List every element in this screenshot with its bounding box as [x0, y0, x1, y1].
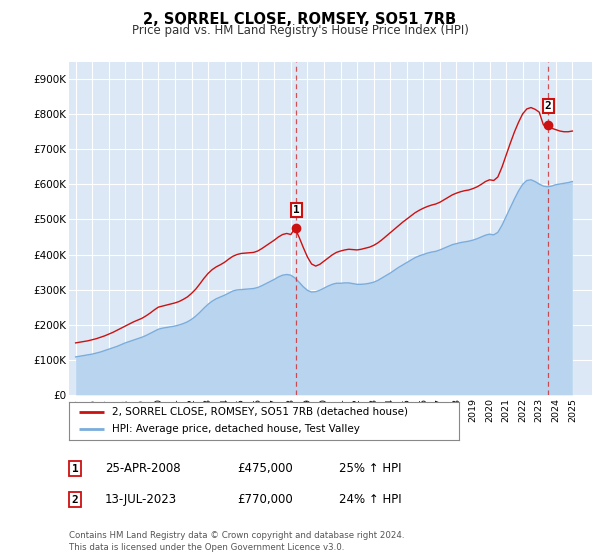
Text: 25% ↑ HPI: 25% ↑ HPI [339, 462, 401, 475]
Text: £770,000: £770,000 [237, 493, 293, 506]
Text: HPI: Average price, detached house, Test Valley: HPI: Average price, detached house, Test… [112, 424, 360, 435]
Text: 1: 1 [71, 464, 79, 474]
Text: Price paid vs. HM Land Registry's House Price Index (HPI): Price paid vs. HM Land Registry's House … [131, 24, 469, 38]
Text: 2, SORREL CLOSE, ROMSEY, SO51 7RB: 2, SORREL CLOSE, ROMSEY, SO51 7RB [143, 12, 457, 26]
Text: 24% ↑ HPI: 24% ↑ HPI [339, 493, 401, 506]
Text: 13-JUL-2023: 13-JUL-2023 [105, 493, 177, 506]
Text: 2: 2 [71, 494, 79, 505]
Text: 1: 1 [293, 205, 299, 215]
Text: 2, SORREL CLOSE, ROMSEY, SO51 7RB (detached house): 2, SORREL CLOSE, ROMSEY, SO51 7RB (detac… [112, 407, 408, 417]
Text: Contains HM Land Registry data © Crown copyright and database right 2024.
This d: Contains HM Land Registry data © Crown c… [69, 531, 404, 552]
Text: £475,000: £475,000 [237, 462, 293, 475]
Text: 2: 2 [545, 101, 551, 111]
Text: 25-APR-2008: 25-APR-2008 [105, 462, 181, 475]
